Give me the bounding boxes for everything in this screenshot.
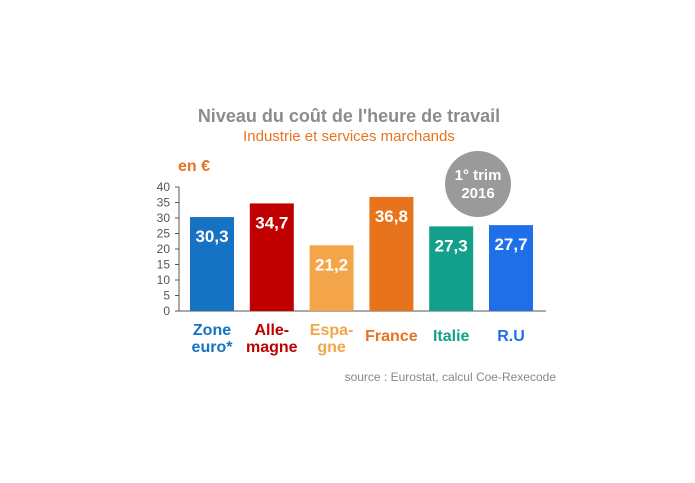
bar-value-label: 21,2 [315,255,348,274]
bar [190,217,234,311]
category-label: Espa- [310,322,354,339]
bar [249,203,294,311]
y-tick-label: 15 [157,258,171,272]
source-note: source : Eurostat, calcul Coe-Rexecode [345,370,557,384]
bar-value-label: 30,3 [195,227,228,246]
bar-value-label: 27,7 [494,235,527,254]
bar [429,226,474,311]
chart-title: Niveau du coût de l'heure de travail [198,106,500,126]
category-label: Zone [193,322,231,339]
bar-value-label: 34,7 [255,213,288,232]
bar [369,196,414,311]
y-tick-label: 5 [163,289,170,303]
category-label: euro* [192,339,234,356]
period-badge: 1° trim 2016 [445,151,511,217]
category-label: Italie [433,328,470,345]
y-tick-label: 30 [157,211,171,225]
category-label: R.U [497,328,525,345]
category-label: magne [246,339,298,356]
category-label: Alle- [254,322,289,339]
bar-value-label: 36,8 [375,207,408,226]
badge-year: 2016 [461,185,494,202]
bar-value-label: 27,3 [435,236,468,255]
y-tick-label: 20 [157,242,171,256]
bar [309,245,354,311]
badge-circle [445,151,511,217]
badge-period: 1° trim [455,167,502,184]
y-tick-label: 25 [157,227,171,241]
chart-subtitle: Industrie et services marchands [243,128,455,145]
category-label: gne [317,339,346,356]
y-tick-label: 0 [163,304,170,318]
y-tick-label: 35 [157,196,171,210]
category-label: France [365,328,418,345]
y-axis-unit: en € [178,158,210,175]
bar [489,225,533,311]
y-tick-label: 10 [157,273,171,287]
y-tick-label: 40 [157,180,171,194]
